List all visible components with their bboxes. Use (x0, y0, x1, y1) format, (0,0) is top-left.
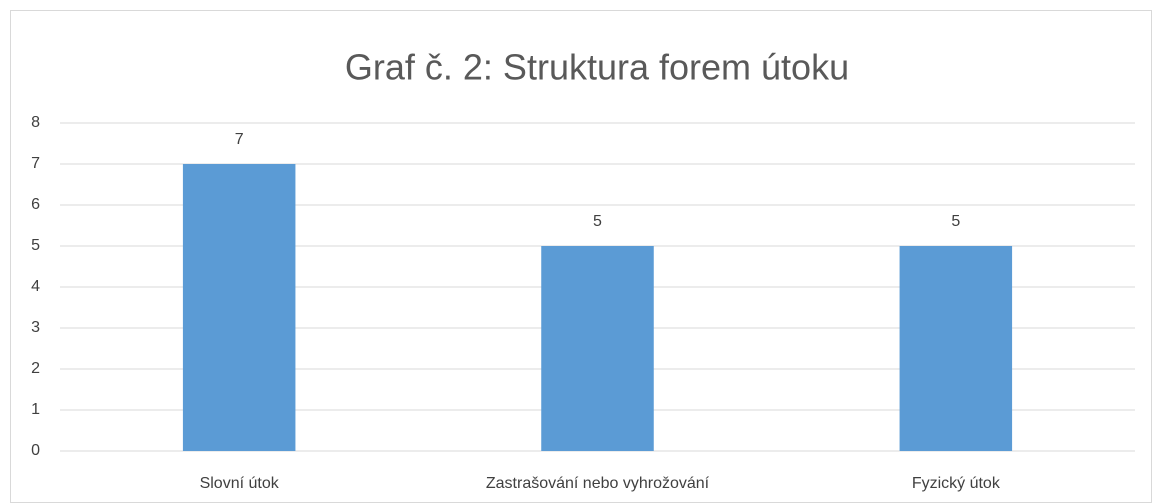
bar (899, 246, 1013, 451)
y-tick-label: 6 (31, 196, 40, 213)
y-tick-label: 4 (31, 278, 40, 295)
x-tick-label: Fyzický útok (912, 475, 1001, 492)
x-tick-label: Slovní útok (200, 475, 280, 492)
y-tick-label: 0 (31, 442, 40, 459)
y-tick-label: 2 (31, 360, 40, 377)
y-tick-label: 7 (31, 155, 40, 172)
bar (182, 164, 296, 451)
data-label: 5 (593, 213, 602, 230)
y-tick-label: 3 (31, 319, 40, 336)
data-label: 7 (235, 131, 244, 148)
x-tick-label: Zastrašování nebo vyhrožování (486, 475, 710, 492)
data-label: 5 (951, 213, 960, 230)
bar (541, 246, 654, 451)
chart-title: Graf č. 2: Struktura forem útoku (345, 47, 849, 88)
y-tick-label: 1 (31, 401, 40, 418)
y-tick-label: 5 (31, 237, 40, 254)
y-tick-label: 8 (31, 114, 40, 131)
